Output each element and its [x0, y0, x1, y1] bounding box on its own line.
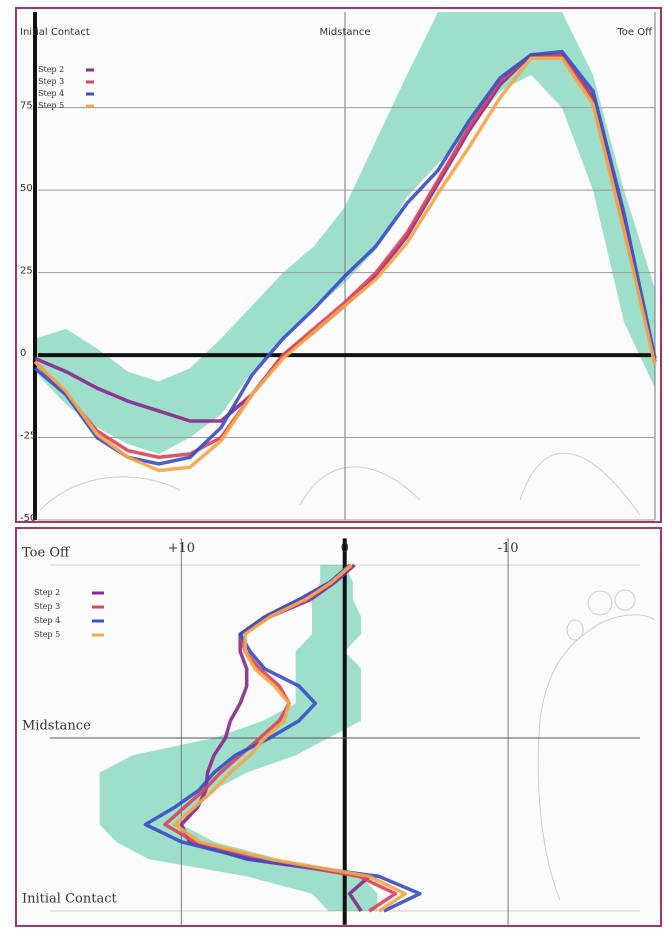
legend-label: Step 5: [38, 101, 64, 110]
y-tick-label: 25: [20, 266, 33, 277]
y-tick-label: Midstance: [22, 718, 91, 733]
legend-label: Step 2: [38, 65, 64, 74]
chart: Initial Contact Midstance Toe Off -50 -25 0 25…: [0, 0, 664, 932]
x-tick-label: +10: [168, 541, 195, 556]
legend-label: Step 5: [34, 630, 60, 639]
y-tick-label: 75: [20, 101, 33, 112]
legend-label: Step 3: [38, 77, 64, 86]
y-tick-label: 50: [20, 183, 33, 194]
page: {"chart_data": [ {"type": "line", "value…: [0, 0, 664, 932]
x-tick-label: Toe Off: [616, 27, 653, 38]
legend-label: Step 2: [34, 588, 60, 597]
legend-label: Step 4: [34, 616, 60, 625]
x-tick-label: -10: [498, 541, 519, 556]
y-tick-label: -50: [20, 513, 36, 524]
x-tick-label: Initial Contact: [20, 27, 90, 38]
y-tick-label: Initial Contact: [22, 891, 117, 906]
y-tick-label: 0: [20, 348, 26, 359]
legend-label: Step 3: [34, 602, 60, 611]
x-tick-label: 0: [341, 541, 349, 556]
y-tick-label: Toe Off: [22, 545, 71, 560]
legend-label: Step 4: [38, 89, 64, 98]
y-tick-label: -25: [20, 431, 36, 442]
x-tick-label: Midstance: [319, 27, 370, 38]
